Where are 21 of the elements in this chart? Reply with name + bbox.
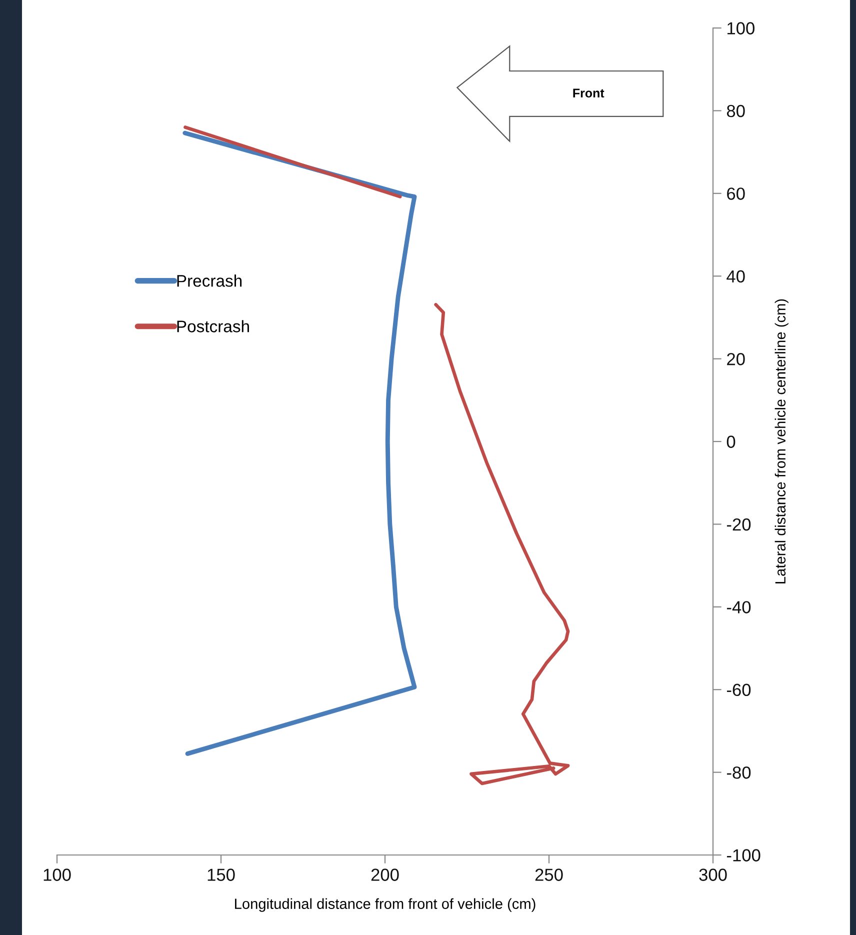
x-tick-label: 200 <box>371 868 399 881</box>
x-tick-label: 100 <box>44 868 71 881</box>
y-tick-label: 40 <box>726 270 745 283</box>
y-tick-label: 0 <box>726 436 736 448</box>
y-tick-label: -80 <box>726 766 751 779</box>
y-tick-label: 60 <box>727 188 745 200</box>
y-tick-label: -100 <box>726 849 760 862</box>
x-axis-title: Longitudinal distance from front of vehicle (cm) <box>235 898 536 912</box>
y-tick-label: -60 <box>726 684 751 696</box>
x-tick-label: 250 <box>535 868 563 881</box>
x-tick-label: 300 <box>699 868 727 881</box>
legend-label: Precrash <box>177 274 242 287</box>
annotation: Front <box>573 88 604 98</box>
x-tick-label: 150 <box>208 868 235 881</box>
y-tick-label: -40 <box>726 601 751 614</box>
y-tick-label: 80 <box>726 104 745 118</box>
y-tick-label: 100 <box>728 22 754 34</box>
legend-label: Postcrash <box>177 320 249 332</box>
y-axis-title: Lateral distance from vehicle centerline (cm) <box>774 299 788 584</box>
y-tick-label: 20 <box>727 352 745 366</box>
y-tick-label: -20 <box>726 518 751 531</box>
